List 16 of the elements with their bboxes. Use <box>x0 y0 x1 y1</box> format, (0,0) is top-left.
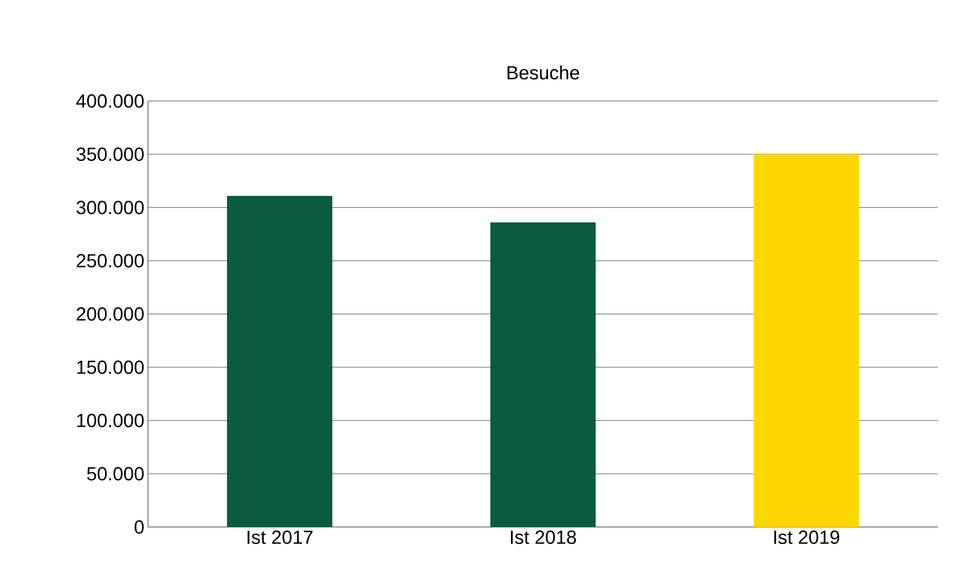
x-tick-label: Ist 2017 <box>248 530 312 544</box>
y-tick-label: 250.000 <box>76 254 144 268</box>
y-tick-label: 300.000 <box>76 200 144 214</box>
y-tick-label: 350.000 <box>76 148 144 161</box>
y-tick-label: 400.000 <box>76 94 144 108</box>
y-tick-label: 150.000 <box>77 360 144 374</box>
y-tick-label: 50.000 <box>87 467 144 480</box>
y-tick-label: 100.000 <box>77 414 144 428</box>
bar <box>754 154 860 527</box>
y-tick-label: 200.000 <box>76 307 144 321</box>
y-tick-label: 0 <box>134 520 144 534</box>
chart-title: Besuche <box>508 66 580 80</box>
bar <box>490 222 596 527</box>
x-tick-label: Ist 2019 <box>774 530 840 544</box>
bar <box>227 196 332 527</box>
x-tick-label: Ist 2018 <box>510 530 576 544</box>
